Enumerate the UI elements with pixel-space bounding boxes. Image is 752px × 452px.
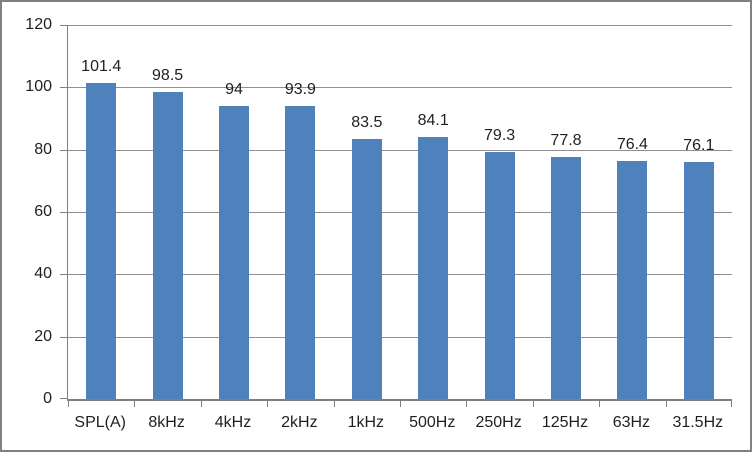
gridline [68, 336, 732, 338]
x-axis-category-label: 4kHz [214, 414, 252, 431]
bar [418, 136, 449, 399]
y-axis-tick-label: 0 [43, 390, 52, 407]
bar [683, 161, 714, 399]
x-axis-tick [731, 401, 732, 407]
gridline [68, 212, 732, 213]
y-axis-tick-label: 60 [34, 203, 52, 220]
x-axis-category-label: SPL(A) [74, 414, 126, 431]
y-axis-tick [60, 212, 67, 213]
bar-value-label: 101.4 [81, 57, 122, 75]
bar-value-label: 79.3 [484, 126, 516, 144]
gridline [68, 87, 732, 89]
gridline [68, 149, 732, 151]
bar [152, 92, 183, 399]
bar [219, 106, 249, 399]
y-axis-tick-label: 100 [25, 78, 52, 96]
x-axis-tick [599, 401, 601, 407]
bar [484, 151, 515, 399]
y-axis-tick-label: 80 [34, 140, 52, 158]
x-axis-tick [400, 401, 401, 407]
bar [351, 138, 382, 399]
x-axis-tick [466, 401, 468, 407]
y-axis-tick-label: 20 [34, 327, 52, 345]
plot-area: 101.4 98.5 94 93.9 83.5 84.1 79.3 77.8 76.4 76.1 [60, 25, 732, 407]
x-axis-tick [665, 401, 667, 407]
y-axis-tick-label: 40 [34, 265, 52, 283]
y-axis-tick [60, 149, 67, 151]
x-axis-category-label: 125Hz [541, 414, 589, 431]
bar-value-label: 76.4 [616, 135, 648, 153]
bar [86, 82, 117, 399]
x-axis-category-label: 31.5Hz [672, 414, 724, 431]
gridline [68, 25, 732, 26]
x-axis-tick [333, 401, 335, 407]
x-axis-category-label: 500Hz [409, 414, 456, 431]
x-axis-tick [532, 401, 534, 407]
bar [285, 106, 316, 399]
x-axis-tick [68, 401, 69, 407]
bar-value-label: 76.1 [683, 136, 715, 154]
bar-value-label: 94 [225, 81, 243, 99]
x-axis-category-label: 1kHz [347, 414, 385, 431]
x-axis-category-label: 2kHz [281, 414, 318, 431]
x-axis-tick [267, 401, 269, 407]
bar-value-label: 98.5 [152, 67, 184, 85]
x-axis-tick [134, 401, 136, 407]
bar-value-label: 84.1 [417, 111, 449, 129]
y-axis-tick-label: 120 [25, 16, 52, 33]
y-axis-tick [60, 25, 67, 26]
x-axis-category-label: 250Hz [475, 414, 522, 431]
y-axis-tick [60, 87, 67, 89]
gridline [68, 274, 732, 276]
bar-value-label: 83.5 [351, 113, 383, 131]
bar-value-label: 93.9 [284, 81, 316, 99]
x-axis-category-label: 63Hz [612, 414, 651, 431]
y-axis-tick [60, 336, 67, 338]
y-axis-tick [60, 274, 67, 276]
bar-value-label: 77.8 [550, 131, 582, 149]
bar [551, 156, 581, 399]
x-axis-category-label: 8kHz [148, 414, 185, 431]
x-axis-tick [200, 401, 202, 407]
y-axis-tick [60, 398, 67, 399]
bar [617, 160, 648, 399]
